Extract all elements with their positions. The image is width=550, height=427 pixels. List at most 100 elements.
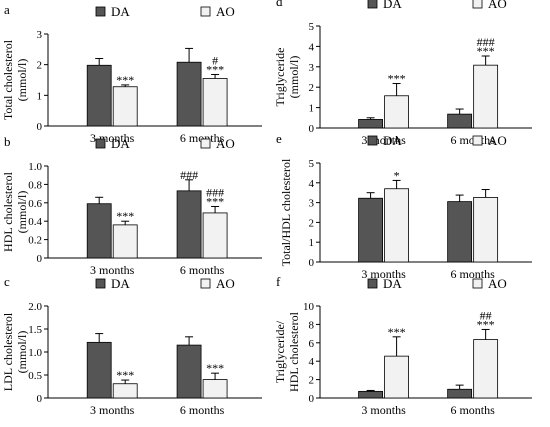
y-tick-label: 0 [309,393,315,405]
significance-marker: *** [477,317,495,331]
bar-AO [384,95,410,129]
significance-marker: *** [388,72,406,86]
panel-letter: d [276,0,283,9]
bar-AO [473,64,499,129]
bar-AO [112,86,138,127]
significance-marker: *** [206,194,224,208]
x-category-label: 6 months [450,403,495,417]
y-axis-label: (mmol/l) [287,56,301,99]
y-axis-label: Triglyceride/ [273,320,287,383]
legend-swatch-DA [95,138,106,149]
y-tick-label: 3 [309,62,315,74]
legend-label-DA: DA [111,4,130,19]
panel-letter: a [4,2,10,17]
bar-DA [176,190,202,259]
y-tick-label: 1.0 [28,347,42,359]
bar-DA [358,390,384,399]
legend-label-AO: AO [488,276,507,291]
x-category-label: 3 months [361,267,406,281]
legend-swatch-DA [95,278,106,289]
y-tick-label: 5 [309,21,315,33]
bar-DA [358,197,384,263]
x-category-label: 6 months [180,263,225,277]
y-tick-label: 6 [309,338,315,350]
significance-marker: *** [388,325,406,339]
legend-swatch-DA [367,135,378,146]
y-tick-label: 0.2 [28,235,42,247]
legend-label-AO: AO [216,4,235,19]
bar-DA [176,344,202,399]
y-axis-label: Triglyceride [273,48,287,107]
x-category-label: 3 months [90,403,135,417]
bar-AO [202,78,228,127]
y-axis-label: LDL cholesterol [1,312,15,391]
y-axis-label: (mmol/l) [15,191,29,234]
y-tick-label: 0.5 [28,370,42,382]
y-tick-label: 1.5 [28,324,42,336]
y-tick-label: 1 [37,90,43,102]
chart-panel-b: b DA AO 0 0.2 0.4 0.6 0.8 1.0 HDL cholesterol (mmo… [1,134,262,277]
y-axis-label: HDL cholesterol [287,311,301,392]
legend-swatch-DA [367,278,378,289]
bar-AO [384,355,410,399]
legend-label-AO: AO [488,133,507,148]
y-tick-label: 0.4 [28,216,42,228]
y-tick-label: 4 [309,41,315,53]
y-tick-label: 2.0 [28,301,42,313]
bar-DA [447,201,473,263]
chart-panel-f: f DA AO 0 2 4 6 8 10 Triglyceride/HDL cholesterol… [273,274,532,417]
legend-swatch-DA [95,6,106,17]
bar-DA [86,341,112,399]
y-tick-label: 10 [303,301,315,313]
y-tick-label: 3 [37,29,43,41]
significance-marker: ### [180,168,198,182]
y-tick-label: 4 [309,356,315,368]
significance-marker: *** [206,361,224,375]
y-tick-label: 1.0 [28,161,42,173]
significance-marker: * [394,168,400,182]
panel-letter: f [276,274,281,289]
y-tick-label: 1 [309,103,315,115]
significance-marker: ## [480,308,492,322]
y-tick-label: 4 [309,178,315,190]
y-axis-label: (mmol/l) [15,59,29,102]
significance-marker: ### [477,35,495,49]
chart-panel-c: c DA AO 0 0.5 1.0 1.5 2.0 LDL cholesterol (mmol/l… [1,274,262,417]
significance-marker: *** [116,209,134,223]
bar-DA [86,64,112,127]
significance-marker: ### [206,185,224,199]
y-axis-label: (mmol/l) [15,331,29,374]
y-axis-label: Total cholesterol [1,39,15,120]
bar-DA [447,113,473,129]
legend-swatch-DA [367,0,378,9]
legend-swatch-AO [472,135,483,146]
legend-swatch-AO [200,6,211,17]
x-category-label: 6 months [180,131,225,145]
y-tick-label: 3 [309,198,315,210]
y-tick-label: 0 [37,121,43,133]
bar-AO [202,212,228,259]
legend-swatch-AO [200,138,211,149]
bar-AO [112,224,138,259]
legend-label-AO: AO [216,276,235,291]
y-tick-label: 2 [309,82,315,94]
significance-marker: *** [116,368,134,382]
panel-letter: e [276,131,282,146]
y-tick-label: 0 [309,123,315,135]
bar-DA [447,388,473,399]
legend-swatch-AO [200,278,211,289]
significance-marker: *** [206,62,224,76]
legend-label-AO: AO [216,136,235,151]
x-category-label: 6 months [180,403,225,417]
significance-marker: *** [477,44,495,58]
panel-letter: c [4,274,10,289]
y-tick-label: 5 [309,158,315,170]
legend-label-DA: DA [383,276,402,291]
legend-label-AO: AO [488,0,507,11]
y-tick-label: 2 [309,217,315,229]
significance-marker: # [212,53,218,67]
y-tick-label: 0 [37,253,43,265]
bar-DA [86,203,112,259]
